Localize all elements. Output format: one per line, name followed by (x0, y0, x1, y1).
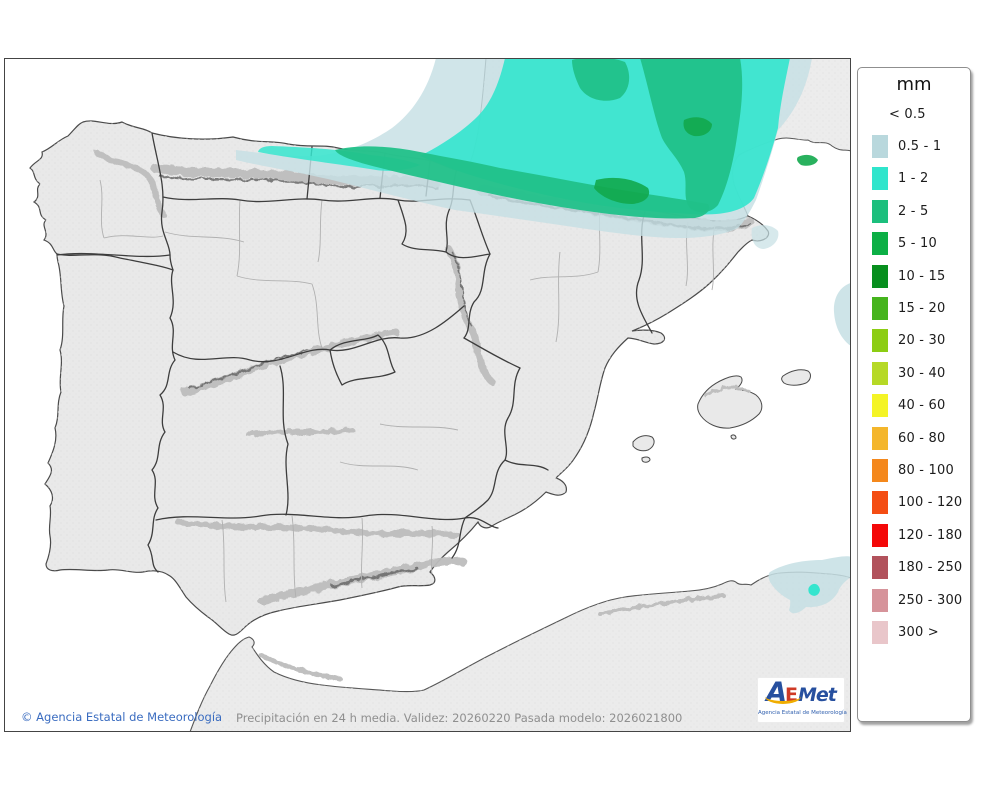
legend-row: 30 - 40 (858, 357, 970, 389)
legend-color-swatch (872, 426, 888, 450)
legend-color-swatch (872, 264, 888, 288)
logo-letters-met: Met (798, 684, 837, 706)
precip-patch-5-10-b (683, 117, 712, 137)
map-caption: Precipitación en 24 h media. Validez: 20… (236, 711, 683, 725)
legend-color-swatch (872, 394, 888, 418)
legend-color-swatch (872, 232, 888, 256)
legend-row: 80 - 100 (858, 454, 970, 486)
legend-row: 15 - 20 (858, 292, 970, 324)
legend-color-swatch (872, 135, 888, 159)
legend-label: 30 - 40 (898, 365, 946, 381)
legend-row: 5 - 10 (858, 228, 970, 260)
legend-row: 60 - 80 (858, 422, 970, 454)
legend-title: mm (896, 74, 932, 95)
province-borders (99, 179, 716, 603)
legend-label: 20 - 30 (898, 333, 946, 349)
precip-dot-southeast (808, 583, 820, 596)
legend-row: 0.5 - 1 (858, 130, 970, 162)
precip-blob-right-edge (833, 283, 851, 346)
precip-lobe-top (640, 58, 743, 213)
legend-color-swatch (872, 167, 888, 191)
legend-color-swatch (872, 361, 888, 385)
balearic-islands (632, 369, 811, 463)
legend-color-swatch (872, 199, 888, 223)
legend-color-swatch (872, 297, 888, 321)
legend-label: 40 - 60 (898, 398, 946, 414)
legend-panel: mm < 0.5 0.5 - 1 1 - 2 2 - 5 (857, 67, 971, 722)
legend-label: 10 - 15 (898, 268, 946, 284)
legend-row: 120 - 180 (858, 519, 970, 551)
legend-label: 250 - 300 (898, 592, 963, 608)
legend-row: 20 - 30 (858, 325, 970, 357)
precip-blob-southeast (768, 556, 851, 614)
legend-color-swatch (872, 620, 888, 644)
legend-row: 250 - 300 (858, 584, 970, 616)
legend-label: 15 - 20 (898, 301, 946, 317)
legend-row: 2 - 5 (858, 195, 970, 227)
legend-color-swatch (872, 329, 888, 353)
precipitation-overlay (236, 58, 851, 614)
legend-label: 300 > (898, 624, 939, 640)
legend-row: 1 - 2 (858, 163, 970, 195)
legend-label: 2 - 5 (898, 203, 929, 219)
map-frame (4, 58, 851, 732)
legend-color-swatch (872, 588, 888, 612)
legend-color-swatch (872, 491, 888, 515)
aemet-logo: A E Met Agencia Estatal de Meteorología (757, 677, 847, 723)
legend-label: 0.5 - 1 (898, 139, 942, 155)
logo-swoosh (765, 689, 801, 704)
legend-label: 180 - 250 (898, 560, 963, 576)
legend-row: 300 > (858, 616, 970, 648)
legend-label: 100 - 120 (898, 495, 963, 511)
legend-color-swatch (872, 556, 888, 580)
legend-row: 10 - 15 (858, 260, 970, 292)
legend-label: < 0.5 (889, 106, 926, 122)
legend-label: 1 - 2 (898, 171, 929, 187)
legend-label: 80 - 100 (898, 462, 954, 478)
precip-patch-5-10-a (594, 177, 650, 204)
logo-subtitle: Agencia Estatal de Meteorología (758, 710, 847, 716)
legend-row-lt05: < 0.5 (858, 98, 970, 130)
precip-lobe-top-left (572, 58, 630, 101)
precip-blob-creus (751, 225, 779, 249)
precip-patch-5-10-c (797, 154, 818, 166)
legend-label: 60 - 80 (898, 430, 946, 446)
legend-label: 120 - 180 (898, 527, 963, 543)
legend-label: 5 - 10 (898, 236, 937, 252)
legend-row: 100 - 120 (858, 487, 970, 519)
copyright-text: © Agencia Estatal de Meteorología (21, 710, 223, 724)
legend-row: 180 - 250 (858, 551, 970, 583)
legend-color-swatch (872, 458, 888, 482)
legend-color-swatch (872, 523, 888, 547)
legend-rows: 0.5 - 1 1 - 2 2 - 5 5 - 10 (858, 130, 970, 648)
legend-row: 40 - 60 (858, 390, 970, 422)
